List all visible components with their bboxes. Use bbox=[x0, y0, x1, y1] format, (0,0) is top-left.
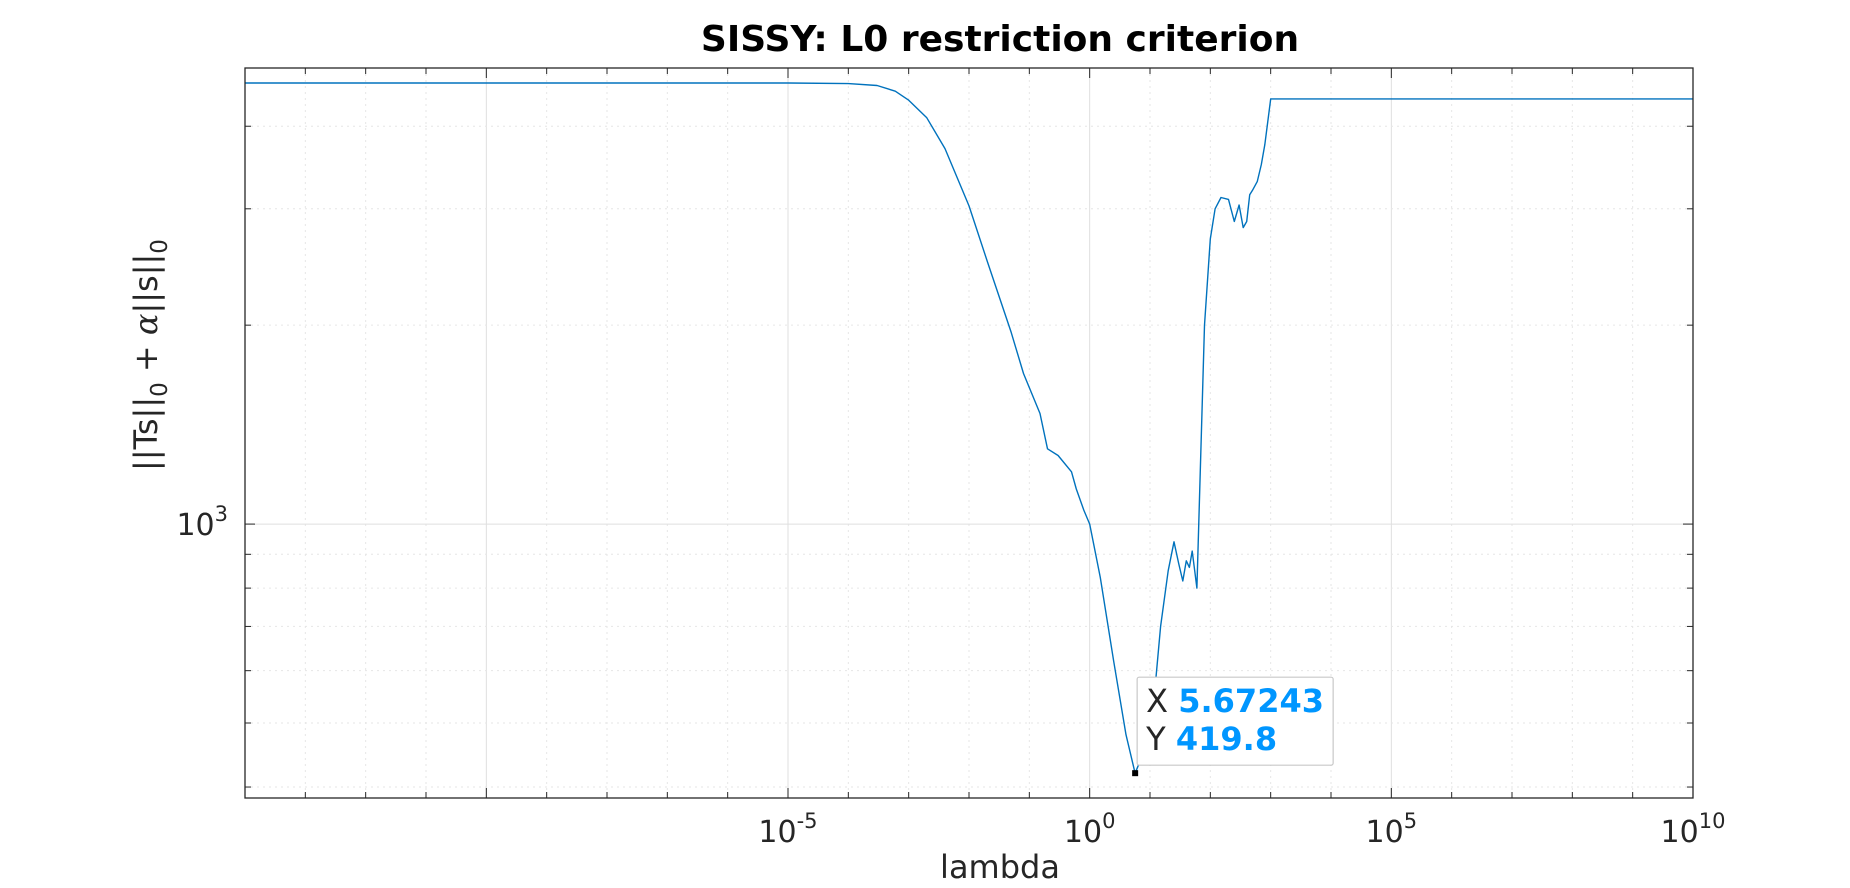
tick-marks bbox=[244, 68, 1694, 798]
plot-area bbox=[244, 67, 1694, 799]
datatip-x-row: X 5.67243 bbox=[1146, 682, 1324, 720]
datatip-y-row: Y 419.8 bbox=[1145, 720, 1277, 758]
chart-title: SISSY: L0 restriction criterion bbox=[701, 19, 1299, 60]
datatip-box bbox=[1136, 676, 1334, 766]
x-tick-label: 100 bbox=[1064, 809, 1116, 850]
y-tick-labels: 103 bbox=[176, 502, 228, 543]
x-tick-labels: 10-5 100 105 1010 bbox=[758, 809, 1725, 850]
x-tick-label: 105 bbox=[1366, 809, 1418, 850]
x-axis-label: lambda bbox=[940, 848, 1060, 886]
x-tick-label: 10-5 bbox=[758, 809, 817, 850]
x-tick-label: 1010 bbox=[1661, 809, 1726, 850]
y-tick-label: 103 bbox=[176, 502, 228, 543]
y-axis-label: ||Ts||0 + α||s||0 bbox=[127, 239, 173, 471]
datatip-marker bbox=[1132, 770, 1139, 777]
y-axis-label-group: ||Ts||0 + α||s||0 bbox=[127, 239, 173, 471]
